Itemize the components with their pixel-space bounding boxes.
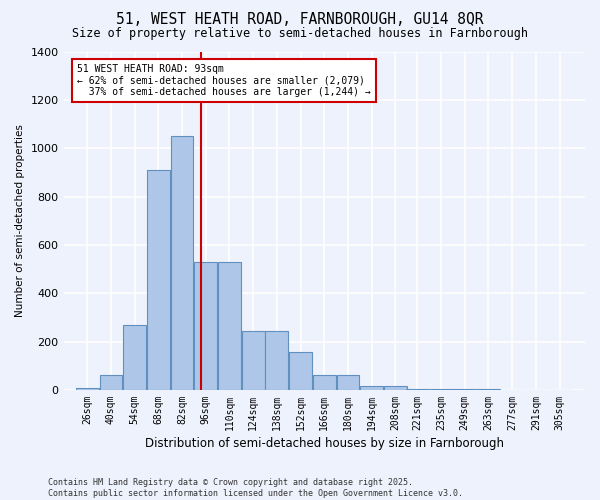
Text: Size of property relative to semi-detached houses in Farnborough: Size of property relative to semi-detach… — [72, 28, 528, 40]
Bar — [313, 376, 335, 390]
X-axis label: Distribution of semi-detached houses by size in Farnborough: Distribution of semi-detached houses by … — [145, 437, 504, 450]
Bar — [406, 388, 429, 390]
Bar — [170, 136, 193, 390]
Bar — [194, 262, 217, 390]
Text: Contains HM Land Registry data © Crown copyright and database right 2025.
Contai: Contains HM Land Registry data © Crown c… — [48, 478, 463, 498]
Bar — [218, 262, 241, 390]
Bar — [265, 330, 288, 390]
Text: 51, WEST HEATH ROAD, FARNBOROUGH, GU14 8QR: 51, WEST HEATH ROAD, FARNBOROUGH, GU14 8… — [116, 12, 484, 28]
Bar — [430, 388, 452, 390]
Bar — [360, 386, 383, 390]
Bar — [100, 376, 122, 390]
Bar — [289, 352, 312, 390]
Y-axis label: Number of semi-detached properties: Number of semi-detached properties — [15, 124, 25, 317]
Bar — [123, 324, 146, 390]
Bar — [337, 376, 359, 390]
Bar — [76, 388, 98, 390]
Bar — [147, 170, 170, 390]
Bar — [242, 330, 265, 390]
Text: 51 WEST HEATH ROAD: 93sqm
← 62% of semi-detached houses are smaller (2,079)
  37: 51 WEST HEATH ROAD: 93sqm ← 62% of semi-… — [77, 64, 371, 97]
Bar — [384, 386, 407, 390]
